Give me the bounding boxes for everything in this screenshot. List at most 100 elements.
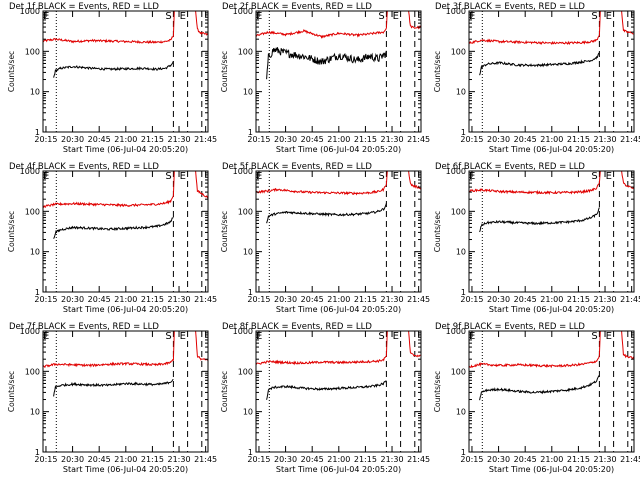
x-tick-label: 21:15	[567, 295, 590, 304]
y-tick-label: 10	[243, 248, 253, 257]
x-tick-label: 20:15	[247, 135, 270, 144]
x-tick-label: 21:45	[407, 295, 430, 304]
x-tick-label: 21:00	[114, 295, 137, 304]
event-marker-label: E	[43, 331, 49, 342]
y-tick-label: 10	[456, 88, 466, 97]
detector-panel-4: Det 4f BLACK = Events, RED = LLD 1 10 100 10…	[7, 162, 217, 314]
plot-frame	[255, 330, 422, 453]
y-tick-label: 1	[35, 448, 40, 457]
x-tick-label: 21:45	[620, 295, 640, 304]
x-tick-label: 21:45	[194, 295, 217, 304]
panel-title: Det 1f BLACK = Events, RED = LLD	[9, 2, 159, 12]
event-rate-trace	[479, 374, 600, 401]
event-marker-label: E	[469, 171, 475, 182]
event-marker-label: E	[393, 11, 399, 22]
x-tick-label: 20:30	[487, 455, 510, 464]
y-tick-label: 1	[248, 448, 253, 457]
x-tick-label: 20:15	[460, 135, 483, 144]
event-marker-label: E	[256, 11, 262, 22]
event-marker-label: E	[43, 11, 49, 22]
detector-panel-5: Det 5f BLACK = Events, RED = LLD 1 10 100 10…	[220, 162, 430, 314]
event-rate-trace	[53, 60, 174, 78]
x-tick-label: 20:30	[61, 455, 84, 464]
x-tick-label: 21:30	[380, 295, 403, 304]
detector-panel-8: Det 8f BLACK = Events, RED = LLD 1 10 100 10…	[220, 322, 430, 474]
event-marker-label: S	[378, 331, 384, 342]
lld-rate-trace	[469, 11, 634, 46]
y-tick-label: 100	[25, 47, 40, 56]
event-rate-trace	[53, 378, 174, 397]
x-tick-label: 21:30	[593, 295, 616, 304]
x-tick-label: 21:00	[540, 455, 563, 464]
y-axis-label: Counts/sec	[7, 371, 16, 412]
detector-panel-1: Det 1f BLACK = Events, RED = LLD 1 10 100 10…	[7, 2, 217, 154]
event-marker-label: S	[378, 171, 384, 182]
x-tick-label: 20:15	[247, 455, 270, 464]
panel-title: Det 8f BLACK = Events, RED = LLD	[222, 322, 372, 332]
event-rate-trace	[266, 380, 387, 400]
y-tick-label: 1000	[233, 7, 253, 16]
event-rate-trace	[266, 203, 387, 224]
lld-rate-trace	[43, 331, 208, 369]
x-tick-label: 20:15	[34, 135, 57, 144]
detector-panel-9: Det 9f BLACK = Events, RED = LLD 1 10 100 10…	[433, 322, 640, 474]
y-tick-label: 100	[451, 367, 466, 376]
event-rate-trace	[479, 52, 600, 76]
event-rate-trace	[53, 216, 174, 239]
x-tick-label: 20:45	[88, 455, 111, 464]
event-marker-label: S	[165, 11, 171, 22]
y-tick-label: 1	[461, 448, 466, 457]
y-tick-label: 10	[30, 408, 40, 417]
plot-frame	[468, 330, 635, 453]
lld-rate-trace	[43, 171, 208, 208]
x-tick-label: 21:00	[114, 135, 137, 144]
event-marker-label: E	[43, 171, 49, 182]
detector-panel-2: Det 2f BLACK = Events, RED = LLD 1 10 100 10…	[220, 2, 430, 154]
y-tick-label: 100	[238, 47, 253, 56]
y-tick-label: 10	[243, 88, 253, 97]
panel-title: Det 7f BLACK = Events, RED = LLD	[9, 322, 159, 332]
event-marker-label: S	[591, 11, 597, 22]
x-axis-label: Start Time (06-Jul-04 20:05:20)	[276, 305, 401, 314]
x-tick-label: 21:15	[354, 295, 377, 304]
x-tick-label: 21:00	[114, 455, 137, 464]
y-tick-label: 1	[461, 288, 466, 297]
x-tick-label: 20:15	[460, 295, 483, 304]
x-tick-label: 21:15	[141, 135, 164, 144]
lld-rate-trace	[256, 171, 421, 196]
y-tick-label: 100	[451, 47, 466, 56]
event-marker-label: E	[393, 331, 399, 342]
x-axis-label: Start Time (06-Jul-04 20:05:20)	[63, 145, 188, 154]
y-tick-label: 10	[30, 248, 40, 257]
y-axis-label: Counts/sec	[433, 371, 442, 412]
x-axis-label: Start Time (06-Jul-04 20:05:20)	[489, 145, 614, 154]
y-tick-label: 1000	[233, 167, 253, 176]
x-tick-label: 21:45	[407, 135, 430, 144]
y-tick-label: 1000	[20, 327, 40, 336]
panel-title: Det 4f BLACK = Events, RED = LLD	[9, 162, 159, 172]
x-tick-label: 21:45	[620, 135, 640, 144]
y-tick-label: 10	[456, 408, 466, 417]
x-tick-label: 20:15	[34, 455, 57, 464]
lld-rate-trace	[469, 331, 634, 369]
y-tick-label: 10	[456, 248, 466, 257]
plot-frame	[42, 10, 209, 133]
event-marker-label: E	[469, 331, 475, 342]
x-tick-label: 21:15	[567, 455, 590, 464]
x-tick-label: 21:00	[540, 295, 563, 304]
x-tick-label: 21:45	[194, 135, 217, 144]
x-tick-label: 21:15	[354, 135, 377, 144]
event-marker-label: E	[393, 171, 399, 182]
plot-frame	[468, 10, 635, 133]
x-tick-label: 21:30	[380, 135, 403, 144]
plot-frame	[255, 170, 422, 293]
x-tick-label: 20:30	[487, 295, 510, 304]
x-axis-label: Start Time (06-Jul-04 20:05:20)	[489, 305, 614, 314]
x-tick-label: 20:45	[301, 135, 324, 144]
x-tick-label: 21:15	[354, 455, 377, 464]
event-marker-label: E	[180, 331, 186, 342]
lld-rate-trace	[256, 11, 421, 39]
x-axis-label: Start Time (06-Jul-04 20:05:20)	[63, 305, 188, 314]
y-tick-label: 1000	[233, 327, 253, 336]
